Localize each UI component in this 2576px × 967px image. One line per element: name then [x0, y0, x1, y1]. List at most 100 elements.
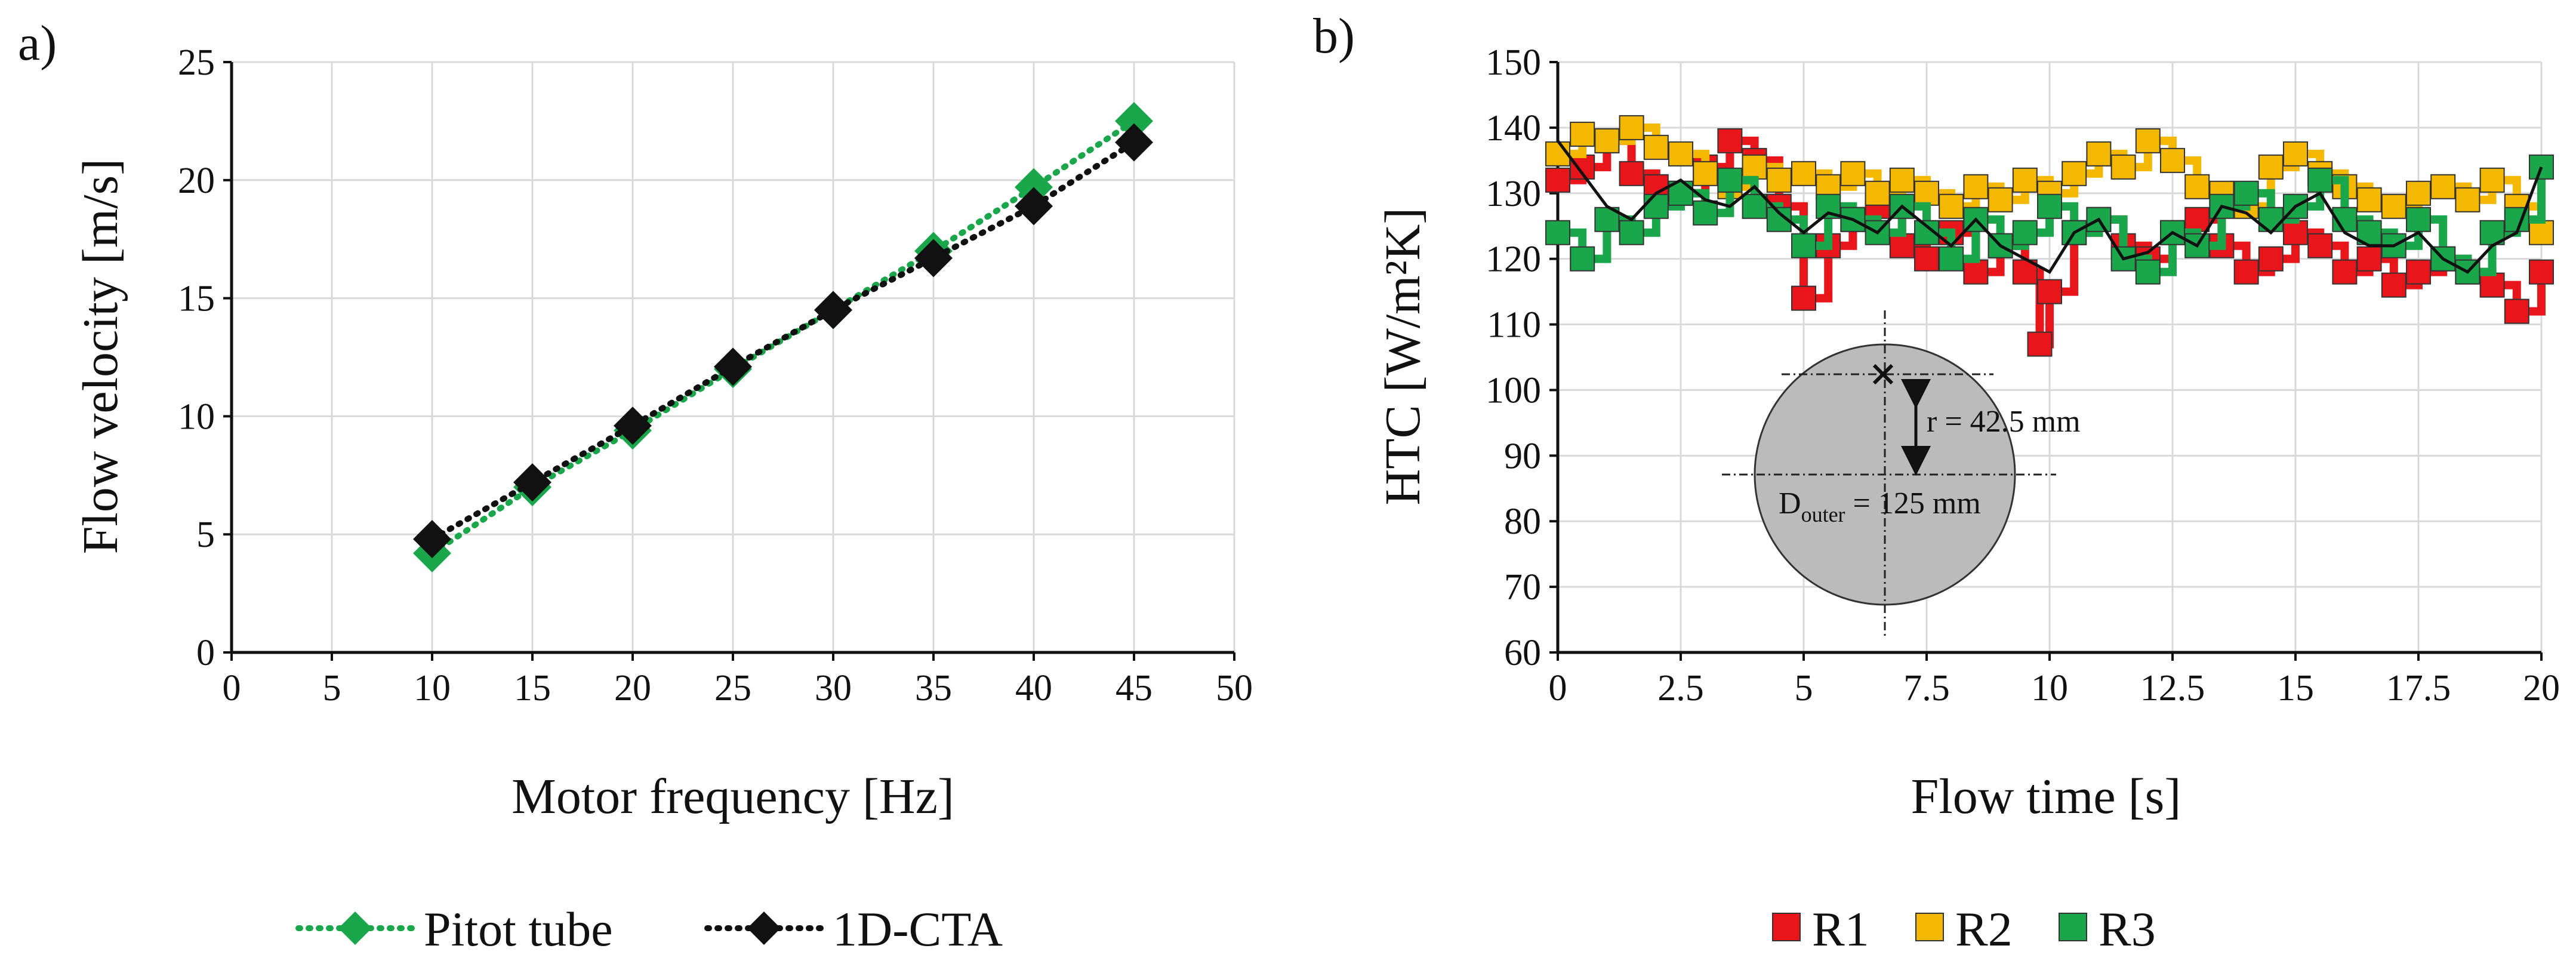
chart-b-mean-trace	[1556, 140, 2543, 274]
chart-a-plot: 0 5 10 15 20 25 30 35 40 45 50 0 5 10 15 20 25	[178, 42, 1253, 709]
chart-b-x-tick-label-17-5: 17.5	[2386, 668, 2451, 709]
chart-b-r2-point-4	[1742, 154, 1767, 180]
chart-b-r1-point-7-5	[1914, 246, 1939, 272]
chart-a-x-tick-label-15: 15	[514, 668, 551, 709]
chart-b-r1-point-14-5	[2258, 246, 2284, 272]
chart-b-r1-point-14	[2233, 259, 2259, 285]
diameter-label-subscript: outer	[1801, 503, 1845, 526]
chart-a-x-tick-label-40: 40	[1015, 668, 1052, 709]
chart-b-r1-point-13	[2184, 207, 2210, 232]
chart-b-x-tick-label-15: 15	[2277, 668, 2314, 709]
chart-a-y-tick-label-15: 15	[178, 279, 215, 319]
chart-b-r1-point-17	[2381, 272, 2406, 298]
chart-b-r3-point-1-5	[1619, 220, 1644, 245]
chart-b-r3-point-9-5	[2012, 220, 2038, 245]
diameter-label-value: = 125 mm	[1845, 486, 1981, 521]
chart-a-x-axis-label: Motor frequency [Hz]	[511, 769, 954, 824]
chart-b-y-tick-label-140: 140	[1486, 108, 1541, 149]
chart-a-y-tick-label-10: 10	[178, 396, 215, 437]
diameter-label: Douter = 125 mm	[1779, 486, 1981, 526]
chart-b-r1-point-0-5	[1570, 154, 1595, 180]
chart-b-y-tick-label-130: 130	[1486, 174, 1541, 214]
chart-b-y-tick-label-120: 120	[1486, 239, 1541, 280]
chart-b-y-tick-label-70: 70	[1504, 567, 1541, 608]
chart-b-x-tick-label-20: 20	[2523, 668, 2560, 709]
chart-a-x-tick-label-50: 50	[1216, 668, 1253, 709]
chart-b-r3-point-10	[2037, 193, 2062, 219]
chart-b-r2-point-17	[2381, 193, 2406, 219]
chart-b-r1-point-15	[2283, 220, 2308, 245]
chart-a-pitot-tube-line	[429, 118, 1137, 556]
legend-pitot-tube-marker	[338, 911, 372, 945]
chart-a-1d-cta-point-30	[814, 291, 852, 329]
chart-b-y-tick-label-90: 90	[1504, 436, 1541, 476]
chart-b-legend: R1 R2 R3	[1772, 902, 2156, 956]
chart-b-r2-point-14-5	[2258, 154, 2284, 180]
chart-a-1d-cta-point-10	[413, 520, 451, 559]
chart-b-r2-point-12-5	[2160, 147, 2185, 173]
chart-b-x-axis-label: Flow time [s]	[1911, 769, 2181, 824]
chart-a-1d-cta-point-40	[1015, 187, 1053, 226]
panel-label-b: b)	[1313, 8, 1355, 64]
chart-b-r1-point-1-5	[1619, 161, 1644, 186]
chart-b-r1-point-8-5	[1963, 259, 1989, 285]
chart-a-y-tick-label-0: 0	[196, 633, 215, 673]
chart-b-r3-point-16-5	[2356, 220, 2382, 245]
legend-r3-swatch	[2059, 913, 2087, 941]
chart-b-r3-point-3-5	[1717, 167, 1743, 193]
chart-b-r1-point-17-5	[2406, 259, 2431, 285]
chart-b-r2-point-19	[2479, 167, 2505, 193]
chart-a-x-tick-label-25: 25	[714, 668, 751, 709]
legend-pitot-tube-label: Pitot tube	[424, 902, 613, 956]
diameter-label-symbol: D	[1779, 486, 1801, 521]
chart-b-x-tick-label-5: 5	[1795, 668, 1813, 709]
chart-b-y-axis-label: HTC [W/m²K]	[1375, 208, 1431, 506]
chart-b-y-tick-label-60: 60	[1504, 633, 1541, 673]
chart-a-1d-cta-point-15	[513, 463, 551, 502]
chart-b-r1-point-7	[1889, 233, 1915, 258]
chart-b-r3-point-0-5	[1570, 246, 1595, 272]
chart-b-r3-point-13	[2184, 233, 2210, 258]
chart-b-r1-point-19	[2479, 272, 2505, 298]
chart-b-plot: 0 2.5 5 7.5 10 12.5 15 17.5 20 60 70 80 90 100 110 120 1…	[1486, 42, 2560, 709]
chart-a-x-tick-label-10: 10	[414, 668, 451, 709]
legend-r2-swatch	[1915, 913, 1944, 941]
chart-a-1d-cta-point-35	[914, 239, 953, 278]
chart-b-r2-point-7-5	[1914, 180, 1939, 206]
legend-item-r3: R3	[2059, 902, 2156, 956]
chart-a-y-tick-label-25: 25	[178, 42, 215, 83]
chart-a-x-tick-label-35: 35	[915, 668, 952, 709]
radius-label: r = 42.5 mm	[1927, 405, 2081, 439]
chart-b-r2-point-9-5	[2012, 167, 2038, 193]
chart-b-r3-point-14	[2233, 180, 2259, 206]
chart-b-r2-point-13	[2184, 174, 2210, 199]
chart-b-r3-point-3	[1693, 200, 1718, 226]
chart-b-r2-point-8-5	[1963, 174, 1989, 199]
legend-1d-cta-label: 1D-CTA	[833, 902, 1003, 956]
specimen-annotation: r = 42.5 mm Douter = 125 mm	[1722, 310, 2081, 636]
chart-a-1d-cta-point-45	[1115, 123, 1153, 162]
legend-1d-cta-marker	[747, 911, 781, 945]
chart-b-x-tick-label-0: 0	[1549, 668, 1567, 709]
chart-b-r3-point-12	[2135, 259, 2161, 285]
chart-b-r1-point-10	[2037, 279, 2062, 304]
panel-label-a: a)	[18, 16, 57, 71]
chart-a-x-tick-label-20: 20	[614, 668, 651, 709]
chart-b-x-tick-label-7-5: 7.5	[1903, 668, 1950, 709]
chart-b-r2-point-1-5	[1619, 115, 1644, 140]
chart-b-r2-point-8	[1939, 193, 1964, 219]
chart-b-r3-point-4	[1742, 193, 1767, 219]
chart-b-r1-point-16-5	[2356, 246, 2382, 272]
chart-b-r2-point-5	[1791, 161, 1816, 186]
legend-item-1d-cta: 1D-CTA	[704, 902, 1003, 956]
chart-b-r1-point-15-5	[2307, 233, 2333, 258]
chart-a-y-tick-label-20: 20	[178, 161, 215, 201]
chart-b-r2-point-10-5	[2062, 161, 2087, 186]
chart-b-r2-point-16-5	[2356, 187, 2382, 213]
legend-r3-label: R3	[2099, 902, 2156, 956]
chart-b-r3-point-8	[1939, 246, 1964, 272]
chart-a-y-axis-label: Flow velocity [m/s]	[73, 159, 128, 555]
chart-b-r2-point-2	[1643, 134, 1669, 160]
